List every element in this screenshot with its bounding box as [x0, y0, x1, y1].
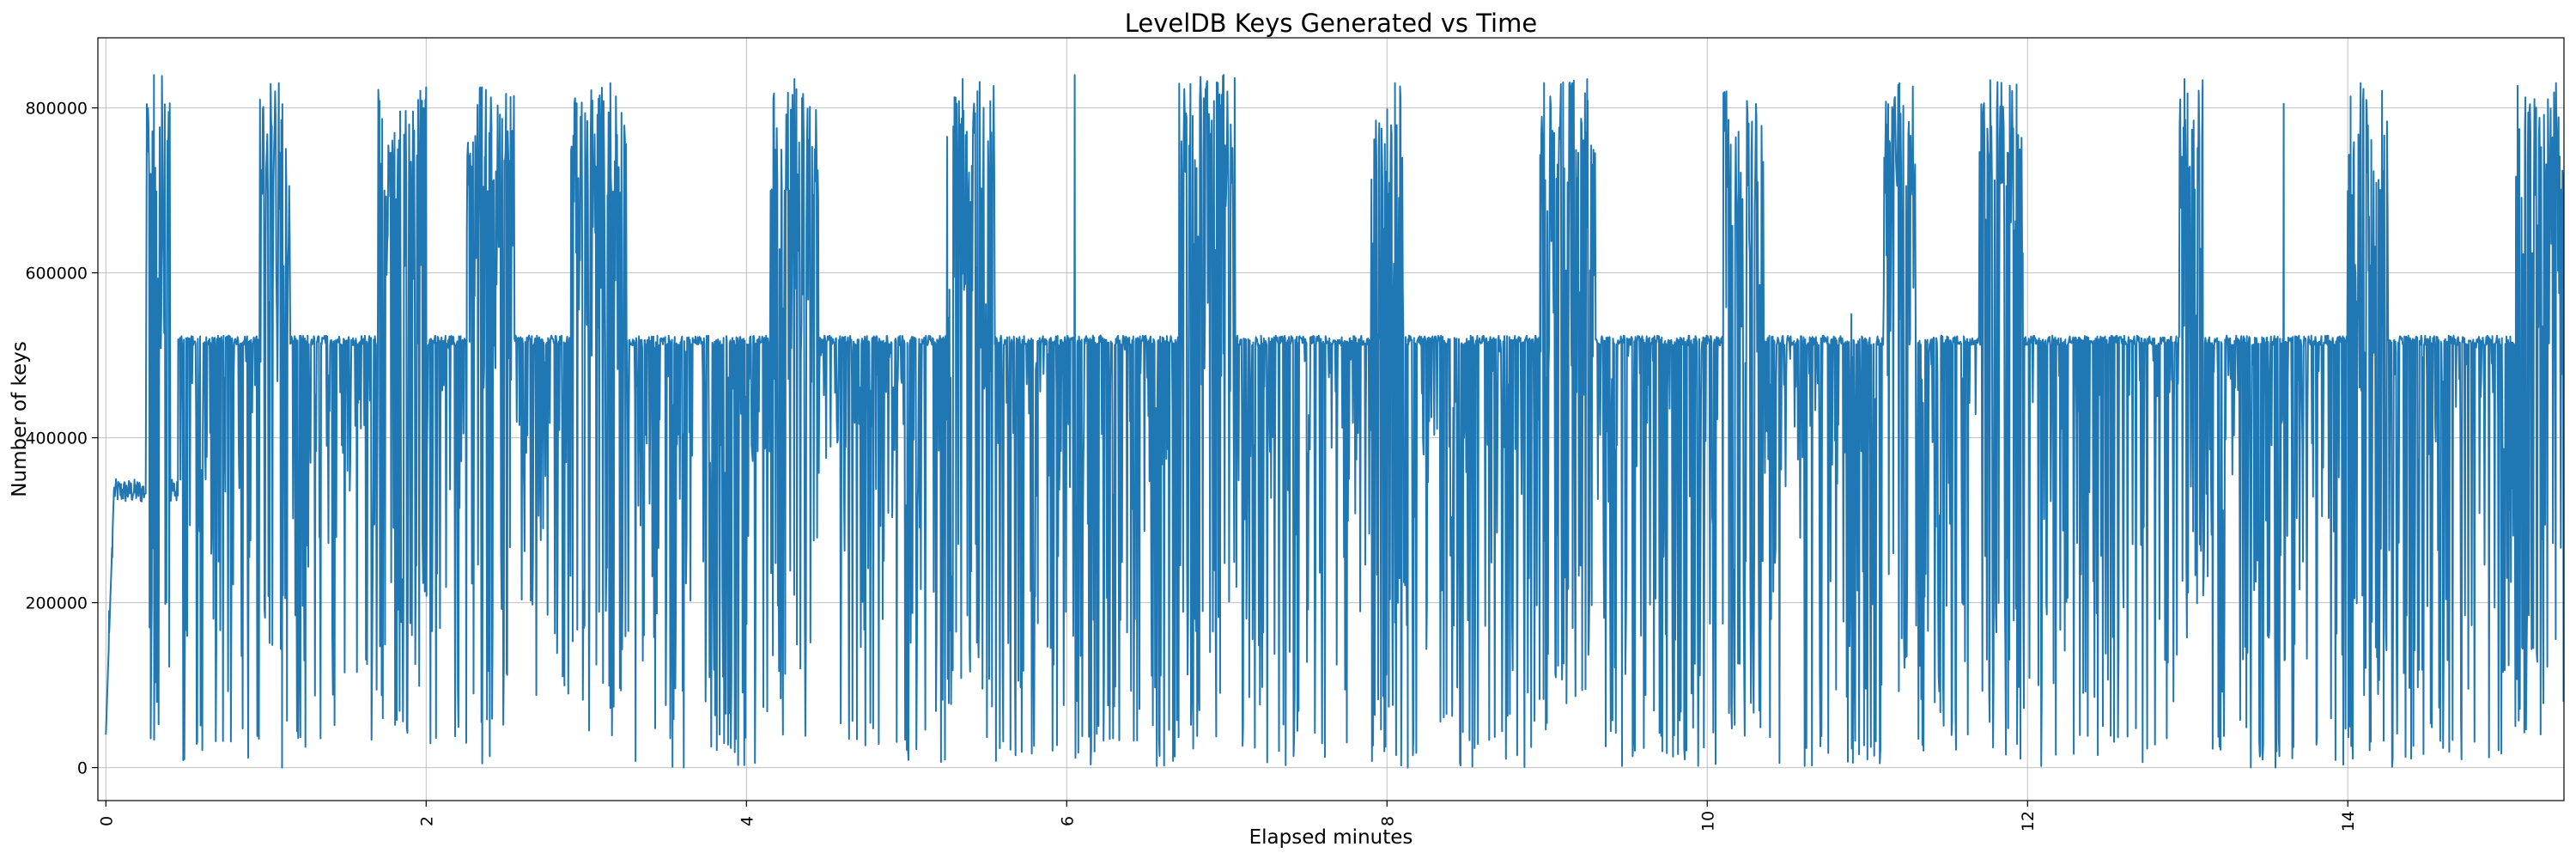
y-tick-label: 800000 — [25, 100, 88, 119]
y-tick-label: 400000 — [25, 430, 88, 448]
y-tick-label: 600000 — [25, 265, 88, 283]
x-tick-label: 2 — [417, 816, 436, 826]
y-axis-label: Number of keys — [9, 341, 31, 497]
x-axis-label: Elapsed minutes — [1249, 826, 1413, 849]
x-tick-label: 4 — [738, 816, 756, 826]
axes-frame — [97, 37, 2565, 801]
x-tick-label: 10 — [1698, 811, 1717, 832]
x-tick-label: 14 — [2339, 811, 2358, 832]
x-tick-label: 0 — [97, 816, 116, 826]
y-axis-ticks: 0 200000 400000 600000 800000 — [25, 100, 98, 778]
x-tick-label: 12 — [2019, 811, 2038, 832]
y-tick-label: 200000 — [25, 594, 88, 613]
y-tick-label: 0 — [77, 759, 88, 778]
series-line-keys — [105, 74, 2564, 769]
x-tick-label: 8 — [1378, 816, 1397, 826]
x-axis-ticks: 0 2 4 6 8 10 12 14 — [97, 801, 2358, 832]
chart-title: LevelDB Keys Generated vs Time — [1125, 9, 1537, 38]
x-tick-label: 6 — [1058, 816, 1077, 826]
plot-area — [105, 74, 2564, 769]
